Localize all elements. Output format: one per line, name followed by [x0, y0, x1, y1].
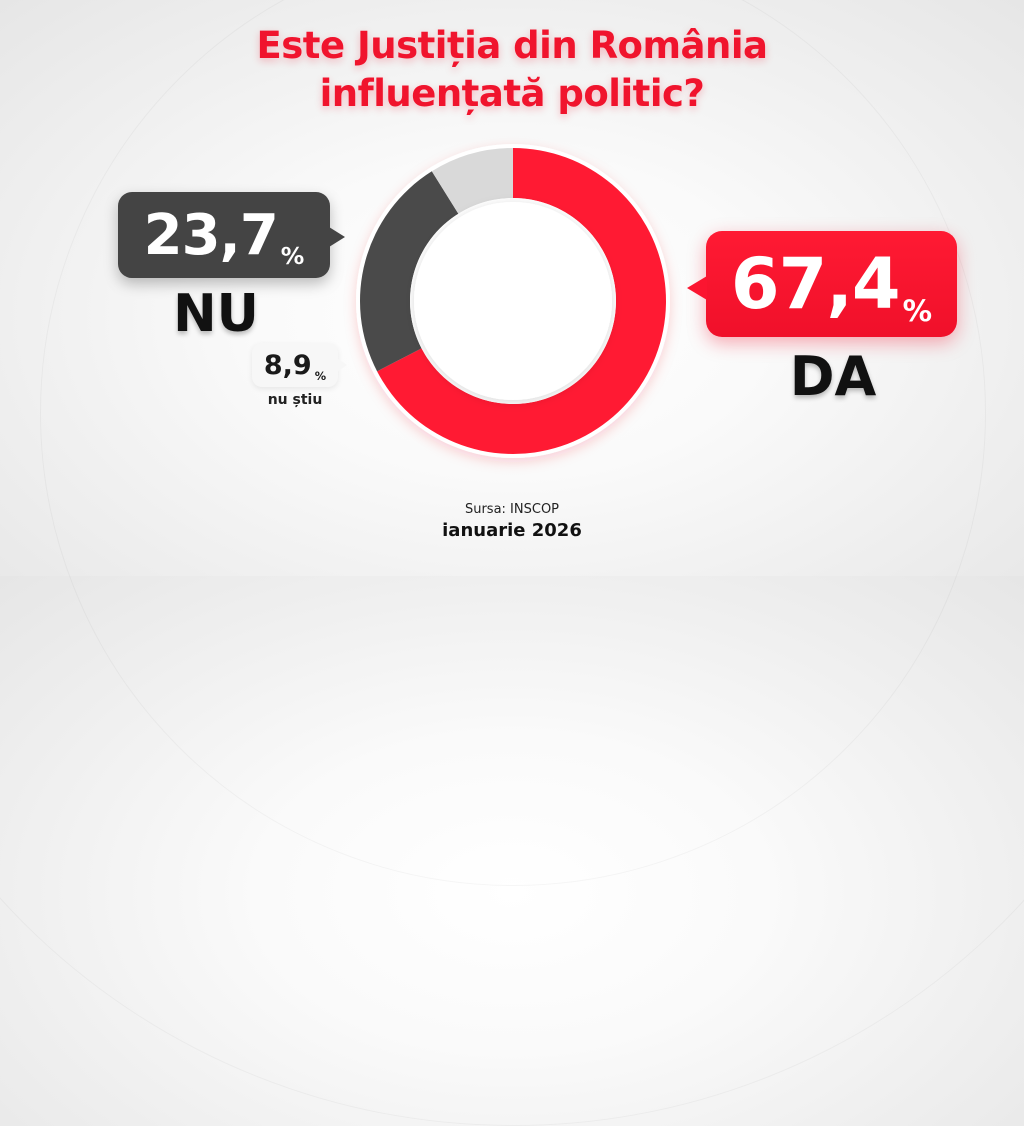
- da-value: 67,4: [730, 243, 901, 325]
- nu-label: NU: [173, 284, 259, 344]
- da-label: DA: [789, 345, 877, 408]
- source-text: Sursa: INSCOP: [464, 502, 560, 517]
- nu-stiu-value: 8,9: [263, 349, 312, 381]
- nu-value-callout: 23,7%: [118, 192, 345, 278]
- nu-stiu-value-callout: 8,9%: [252, 343, 347, 387]
- nu-value: 23,7: [143, 202, 279, 268]
- nu-stiu-label: nu știu: [267, 392, 323, 408]
- survey-date: ianuarie 2026: [442, 520, 582, 541]
- donut-segment-da: [377, 148, 666, 455]
- nu-stiu-percent-sign: %: [314, 369, 327, 384]
- nu-percent-sign: %: [280, 242, 305, 271]
- donut-segment-nu-știu: [431, 148, 513, 214]
- donut-segments: [360, 148, 666, 455]
- da-value-callout: 67,4%: [687, 231, 957, 337]
- chart-title: Este Justiția din România influențată po…: [0, 22, 1024, 118]
- title-line-1: Este Justiția din România: [256, 24, 769, 67]
- title-line-2: influențată politic?: [319, 72, 705, 115]
- donut-chart: [353, 141, 673, 461]
- donut-hole: [414, 202, 612, 400]
- da-percent-sign: %: [902, 293, 933, 328]
- donut-segment-nu: [360, 171, 459, 372]
- donut-svg: [356, 144, 670, 458]
